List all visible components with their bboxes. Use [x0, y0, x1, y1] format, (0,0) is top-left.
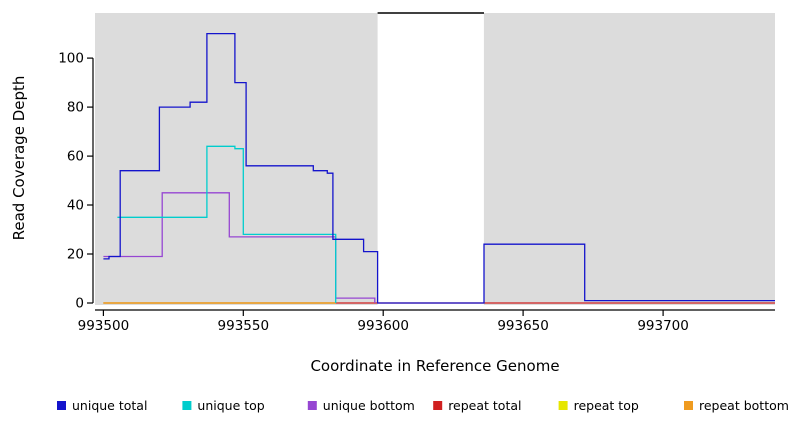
legend-label: repeat total	[448, 398, 521, 413]
y-tick-label: 20	[67, 247, 84, 263]
legend-swatch	[57, 401, 66, 410]
legend-swatch	[684, 401, 693, 410]
x-tick-label: 993700	[637, 318, 689, 334]
y-axis-title: Read Coverage Depth	[10, 76, 28, 241]
y-tick-label: 100	[58, 51, 84, 67]
legend-swatch	[182, 401, 192, 410]
legend-swatch	[307, 401, 317, 410]
y-tick-label: 40	[67, 198, 84, 214]
legend-label: unique total	[72, 398, 147, 413]
legend-swatch	[433, 401, 443, 410]
series-unique-top	[117, 145, 337, 303]
legend-swatch	[558, 401, 568, 410]
x-axis-title: Coordinate in Reference Genome	[310, 357, 559, 375]
legend-label: unique bottom	[323, 398, 415, 413]
x-tick-label: 993650	[497, 318, 549, 334]
chart-generated-layers: 993500 993550 993600 993650 993700 0 20 40 60 80 1…	[57, 12, 789, 413]
x-tick-label: 993550	[218, 318, 270, 334]
y-tick-label: 0	[75, 296, 84, 312]
series-unique-bottom	[103, 192, 376, 303]
y-tick-label: 80	[67, 100, 84, 116]
legend-label: repeat top	[574, 398, 639, 413]
legend-label: repeat bottom	[699, 398, 789, 413]
x-tick-label: 993600	[357, 318, 409, 334]
x-tick-label: 993500	[78, 318, 130, 334]
y-tick-label: 60	[67, 149, 84, 165]
series-unique-total	[103, 32, 775, 304]
legend-label: unique top	[197, 398, 264, 413]
masked-region	[377, 13, 484, 305]
